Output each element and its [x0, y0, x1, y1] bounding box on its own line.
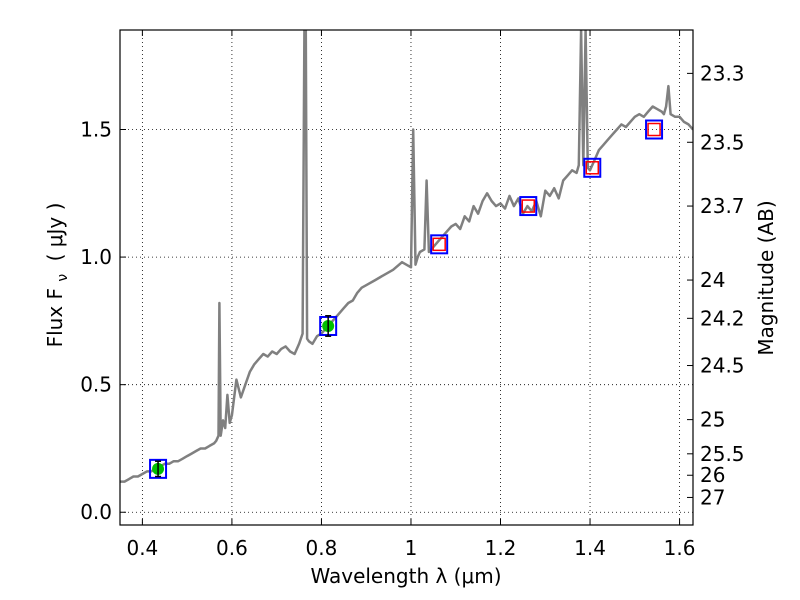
photometry-layer	[149, 119, 664, 479]
filter-box	[645, 119, 664, 140]
x-tick-label: 0.6	[216, 536, 248, 560]
x-tick-label: 1.6	[664, 536, 696, 560]
model-photometry-point	[647, 122, 661, 137]
y2-axis-label: Magnitude (AB)	[754, 200, 778, 355]
y-axis-label-unit: ( μJy )	[43, 203, 67, 262]
filter-box	[519, 196, 538, 217]
x-tick-label: 1.2	[485, 536, 517, 560]
model-photometry-point	[585, 161, 600, 175]
x-tick-label: 0.8	[306, 536, 338, 560]
x-tick-label: 1	[405, 536, 418, 560]
y-tick-label: 0.0	[80, 500, 112, 524]
y-axis-label-main: Flux F	[43, 288, 67, 347]
y2-tick-label: 24.5	[700, 354, 745, 378]
x-axis-label: Wavelength λ (μm)	[310, 564, 501, 588]
y2-tick-label: 24	[700, 268, 725, 292]
y2-tick-label: 23.7	[700, 194, 745, 218]
y2-tick-label: 26	[700, 463, 725, 487]
x-tick-label: 1.4	[574, 536, 606, 560]
y-axis-label: Flux F ν ( μJy )	[43, 203, 72, 348]
spectrum-line	[120, 30, 693, 483]
y2-tick-label: 23.3	[700, 61, 745, 85]
tick-labels: 0.4 0.6 0.8 1 1.2 1.4 1.6 0.0 0.5 1.0 1.5 23.3 23.5 2…	[80, 61, 744, 560]
model-photometry-point	[432, 237, 446, 252]
spectrum-layer	[120, 30, 693, 483]
y2-tick-label: 24.2	[700, 306, 745, 330]
filter-box	[583, 157, 602, 178]
y2-tick-label: 25.5	[700, 442, 745, 466]
y2-tick-label: 25	[700, 408, 725, 432]
y-tick-label: 0.5	[80, 373, 112, 397]
filter-box	[149, 458, 168, 479]
axes	[119, 29, 694, 526]
y-tick-label: 1.0	[80, 245, 112, 269]
y-axis-label-subscript: ν	[55, 274, 71, 282]
plot-frame	[119, 29, 694, 526]
y2-tick-label: 27	[700, 485, 725, 509]
y2-tick-label: 23.5	[700, 130, 745, 154]
filter-box	[430, 234, 449, 255]
model-photometry-point	[521, 199, 536, 213]
y-tick-label: 1.5	[80, 118, 112, 142]
grid	[120, 30, 693, 525]
x-tick-label: 0.4	[126, 536, 158, 560]
